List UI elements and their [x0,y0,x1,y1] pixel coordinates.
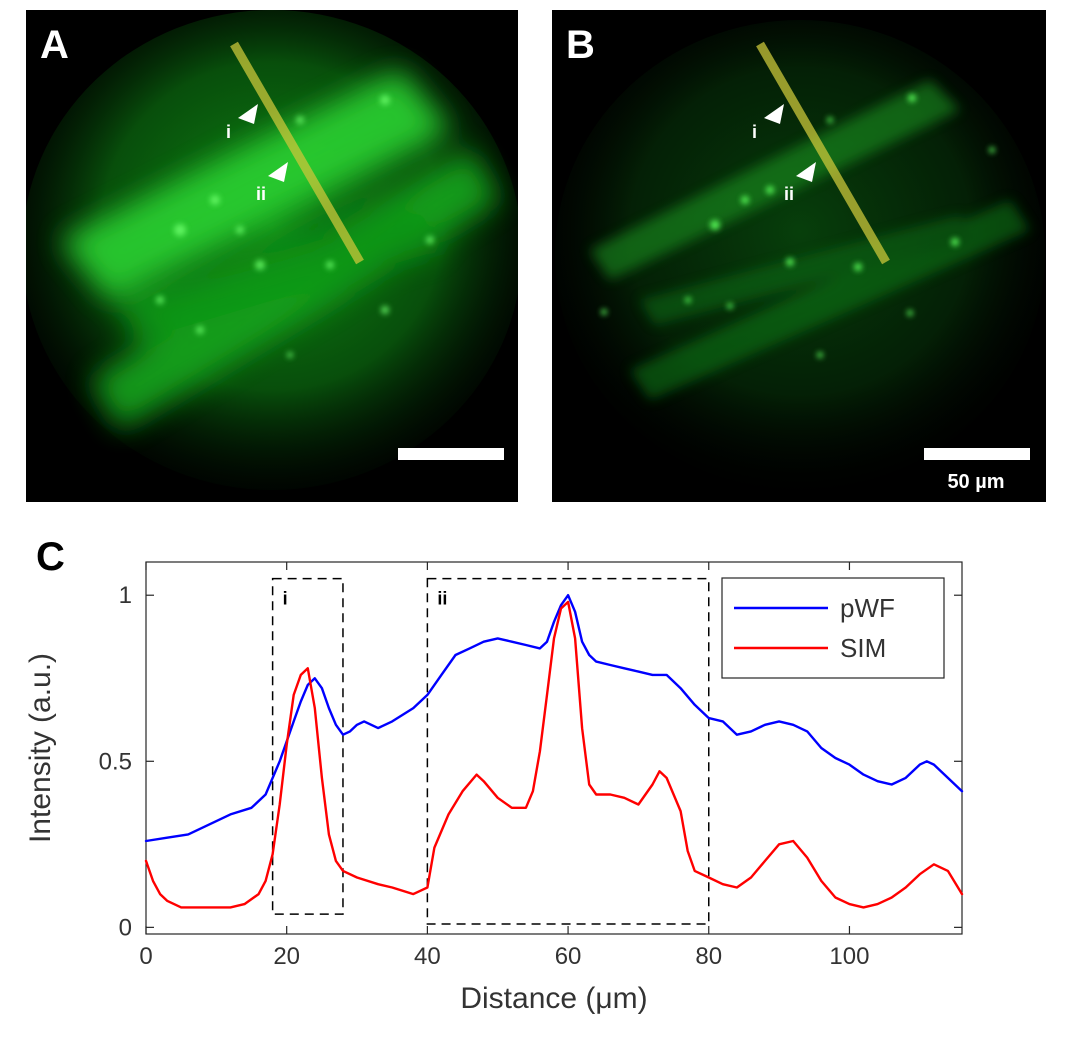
x-tick-label: 20 [273,943,300,970]
legend-box [721,577,945,679]
panel-a-arrow-i-label: i [226,122,231,142]
panel-b-arrow-ii-icon [796,162,816,182]
annotation-box-ii [426,577,710,925]
legend-label-pwf: pWF [840,593,895,623]
panel-a-letter: A [40,23,69,67]
panel-b-letter: B [566,23,595,67]
y-tick-label: 0 [119,914,132,941]
annotation-box-i [271,577,344,915]
x-tick-label: 100 [829,943,869,970]
panel-b-line-profile [756,41,890,265]
panel-c-letter: C [36,535,65,579]
legend-label-sim: SIM [840,633,886,663]
panel-a-arrow-ii-icon [268,162,288,182]
x-tick-label: 40 [414,943,441,970]
panel-b-image [552,10,1046,502]
panel-b-scalebar [924,448,1030,460]
y-axis-label: Intensity (a.u.) [24,653,57,843]
x-tick-label: 0 [139,943,152,970]
panel-a-image [26,10,518,502]
panel-a-arrow-i-icon [238,104,258,124]
plot-frame [145,561,963,935]
panel-b-arrow-i-icon [764,104,784,124]
panel-b-arrow-i-label: i [752,122,757,142]
y-tick-label: 1 [119,582,132,609]
panel-b-scalebar-label: 50 µm [947,471,1004,493]
x-axis-label: Distance (μm) [460,982,647,1015]
x-tick-label: 80 [695,943,722,970]
series-line-pwf [144,594,964,843]
annotation-label-ii: ii [437,589,447,609]
y-tick-label: 0.5 [99,748,132,775]
panel-a-arrow-ii-label: ii [256,184,266,204]
panel-b-arrow-ii-label: ii [784,184,794,204]
panel-a-scalebar [398,448,504,460]
annotation-label-i: i [283,589,288,609]
panel-a-line-profile [230,41,364,265]
series-line-sim [144,600,964,909]
x-tick-label: 60 [555,943,582,970]
